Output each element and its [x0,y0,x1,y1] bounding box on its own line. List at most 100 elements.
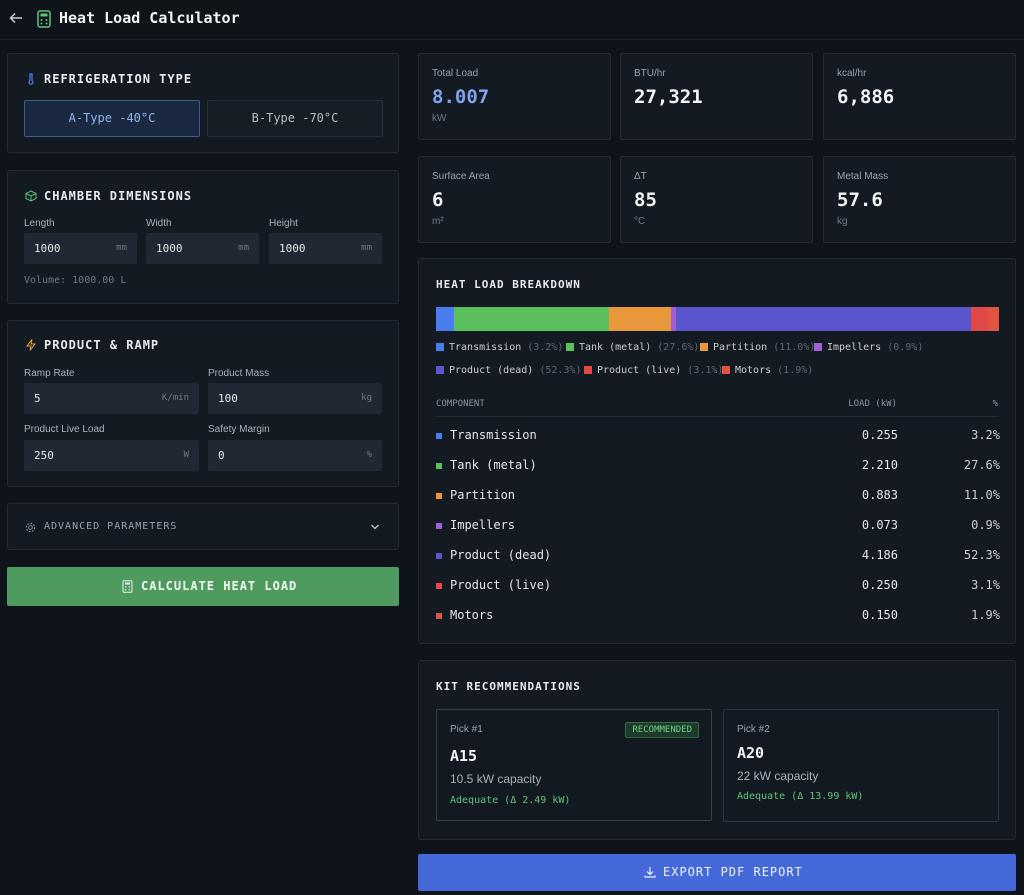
stat-card-kcal: kcal/hr 6,886 [823,53,1016,140]
width-label: Width [146,218,172,229]
back-arrow-icon[interactable] [8,10,24,26]
legend-percent: (52.3%) [539,365,582,376]
legend-percent: (27.6%) [657,342,700,353]
row-load: 0.255 [861,428,898,442]
row-swatch [436,583,442,589]
advanced-parameters-toggle[interactable]: ADVANCED PARAMETERS [7,503,399,550]
row-swatch [436,613,442,619]
row-percent: 11.0% [963,488,1000,502]
legend-percent: (11.0%) [773,342,816,353]
kit-pick-2[interactable]: Pick #2 A20 22 kW capacity Adequate (Δ 1… [723,709,999,822]
legend-swatch [814,343,822,351]
bar-segment [454,307,610,331]
width-value: 1000 [156,242,183,255]
bar-segment [671,307,677,331]
a-type-option[interactable]: A-Type -40°C [24,100,200,137]
kit-pick-1[interactable]: Pick #1 RECOMMENDED A15 10.5 kW capacity… [436,709,712,821]
section-title: PRODUCT & RAMP [44,338,160,352]
row-swatch [436,463,442,469]
kit-status: Adequate (Δ 2.49 kW) [450,795,571,806]
heat-load-breakdown-panel: HEAT LOAD BREAKDOWN Transmission (3.2%) T… [418,258,1016,644]
bar-segment [436,307,455,331]
product-mass-value: 100 [218,392,238,405]
ramp-rate-label: Ramp Rate [24,368,75,379]
safety-margin-input[interactable]: 0% [208,440,382,471]
live-load-label: Product Live Load [24,424,105,435]
stat-title: Total Load [432,68,479,79]
stacked-load-bar [436,307,999,331]
kit-name: A15 [450,747,478,765]
legend-item: Tank (metal) (27.6%) [566,342,699,353]
width-input[interactable]: 1000 mm [146,233,259,264]
height-unit: mm [361,243,372,253]
row-percent: 3.1% [971,578,1000,592]
row-percent: 0.9% [971,518,1000,532]
height-input[interactable]: 1000 mm [269,233,382,264]
stat-unit: kW [432,113,447,124]
length-input[interactable]: 1000 mm [24,233,137,264]
bar-segment [970,307,989,331]
row-swatch [436,433,442,439]
legend-swatch [436,343,444,351]
row-percent: 27.6% [963,458,1000,472]
legend-item: Product (live) (3.1%) [584,365,723,376]
live-load-input[interactable]: 250 W [24,440,199,471]
legend-label: Tank (metal) [579,342,652,353]
product-ramp-panel: PRODUCT & RAMP Ramp Rate Product Mass 5 K… [7,320,399,487]
calculator-icon [122,580,133,593]
calculate-heat-load-button[interactable]: CALCULATE HEAT LOAD [7,567,399,606]
product-mass-label: Product Mass [208,368,270,379]
stat-unit: °C [634,216,646,227]
live-load-unit: W [183,450,189,460]
product-mass-input[interactable]: 100 kg [208,383,382,414]
lightning-icon [25,339,37,351]
live-load-value: 250 [34,449,54,462]
legend-swatch [566,343,574,351]
legend-item: Impellers (0.9%) [814,342,923,353]
page-title: Heat Load Calculator [59,9,240,27]
cube-icon [25,190,37,202]
kit-recommendations-panel: KIT RECOMMENDATIONS Pick #1 RECOMMENDED … [418,660,1016,840]
legend-percent: (3.1%) [687,365,724,376]
legend-label: Transmission [449,342,522,353]
row-load: 0.250 [861,578,898,592]
row-component: Motors [450,608,494,622]
export-label: EXPORT PDF REPORT [663,865,803,879]
row-swatch [436,523,442,529]
calculator-icon [37,10,51,28]
width-unit: mm [238,243,249,253]
table-row: Motors 0.150 1.9% [436,603,1016,633]
ramp-rate-unit: K/min [161,393,189,403]
legend-item: Product (dead) (52.3%) [436,365,581,376]
volume-text: Volume: 1000.00 L [24,275,127,286]
row-swatch [436,493,442,499]
row-load: 0.073 [861,518,898,532]
top-bar: Heat Load Calculator [0,0,1024,40]
legend-label: Partition [713,342,768,353]
bar-segment [988,307,999,331]
row-component: Product (live) [450,578,552,592]
row-component: Impellers [450,518,516,532]
stat-unit: m² [432,216,444,227]
b-type-option[interactable]: B-Type -70°C [207,100,383,137]
stat-card-surface-area: Surface Area 6 m² [418,156,611,243]
legend-percent: (3.2%) [527,342,564,353]
stat-title: Surface Area [432,171,490,182]
pick-number: Pick #1 [450,724,483,735]
product-mass-unit: kg [361,393,372,403]
stat-title: kcal/hr [837,68,867,79]
table-row: Product (live) 0.250 3.1% [436,573,1016,603]
gear-icon [25,522,36,533]
stat-value: 6,886 [837,86,895,108]
ramp-rate-input[interactable]: 5 K/min [24,383,199,414]
legend-label: Product (live) [597,365,682,376]
stat-value: 85 [634,189,657,211]
row-percent: 1.9% [971,608,1000,622]
row-swatch [436,553,442,559]
export-pdf-button[interactable]: EXPORT PDF REPORT [418,854,1016,891]
safety-margin-unit: % [366,450,372,460]
safety-margin-value: 0 [218,449,225,462]
stat-value: 8.007 [432,86,490,108]
table-row: Transmission 0.255 3.2% [436,423,1016,453]
legend-label: Motors [735,365,772,376]
